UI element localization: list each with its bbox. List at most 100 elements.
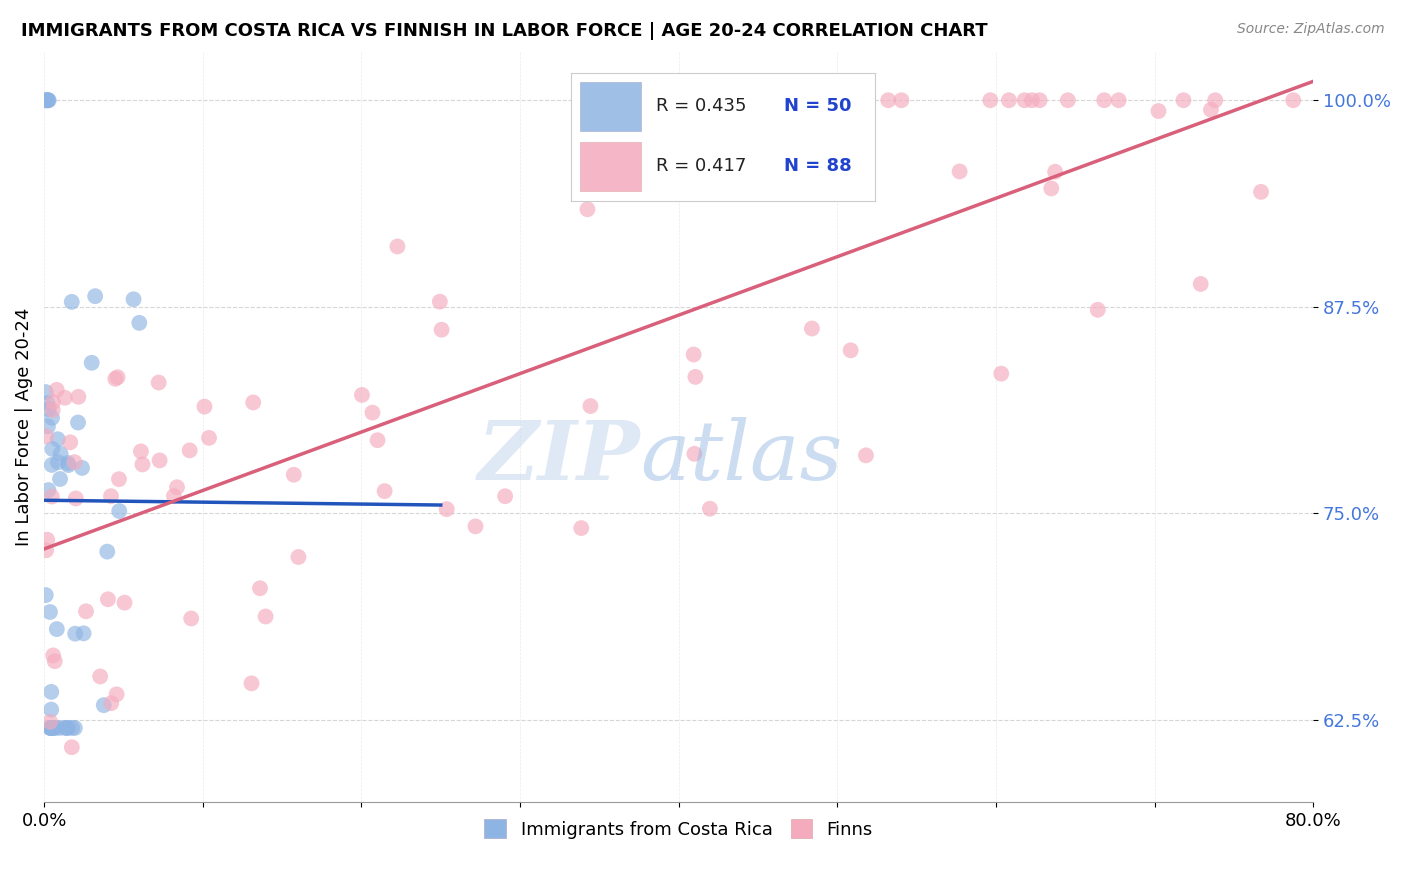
Point (45, 622, 67, 636)
Point (42, 403, 65, 417)
Point (66, 416, 89, 430)
Point (367, 433, 389, 447)
Point (436, 502, 458, 516)
Point (1087, 302, 1109, 317)
Point (37, 419, 59, 434)
Point (37, 93, 59, 107)
Point (35, 93, 58, 107)
Point (579, 399, 602, 413)
Point (193, 400, 215, 414)
Point (42, 721, 65, 735)
Point (1028, 93, 1050, 107)
Point (198, 431, 221, 445)
Point (38, 93, 60, 107)
Point (108, 504, 131, 518)
Y-axis label: In Labor Force | Age 20-24: In Labor Force | Age 20-24 (15, 307, 32, 546)
Point (1204, 93, 1226, 107)
Point (100, 696, 122, 710)
Point (129, 444, 152, 458)
Point (166, 480, 188, 494)
Point (80, 356, 103, 370)
Point (374, 484, 396, 499)
Point (800, 321, 823, 335)
Point (1108, 93, 1130, 107)
Point (59, 435, 82, 450)
Point (89, 669, 111, 683)
Point (35, 93, 58, 107)
Point (1056, 93, 1078, 107)
Legend: Immigrants from Costa Rica, Finns: Immigrants from Costa Rica, Finns (477, 812, 880, 846)
Point (131, 458, 153, 472)
Point (38, 402, 60, 417)
Point (37, 533, 59, 547)
Point (55, 721, 77, 735)
Point (72, 626, 94, 640)
Point (683, 447, 706, 461)
Point (877, 93, 900, 107)
Point (114, 596, 136, 610)
Point (839, 343, 862, 358)
Point (249, 581, 271, 595)
Point (44, 654, 66, 668)
Point (41, 442, 63, 456)
Point (35, 588, 58, 602)
Point (39, 721, 62, 735)
Text: IMMIGRANTS FROM COSTA RICA VS FINNISH IN LABOR FORCE | AGE 20-24 CORRELATION CHA: IMMIGRANTS FROM COSTA RICA VS FINNISH IN… (21, 22, 987, 40)
Point (1189, 277, 1212, 291)
Point (782, 103, 804, 117)
Point (283, 467, 305, 482)
Point (49, 472, 72, 486)
Point (63, 626, 86, 640)
Point (180, 611, 202, 625)
Point (39, 721, 62, 735)
Point (128, 316, 150, 330)
Point (100, 489, 122, 503)
Point (685, 370, 707, 384)
Point (1092, 93, 1115, 107)
Point (350, 388, 373, 402)
Point (56, 721, 79, 735)
Point (35, 385, 58, 400)
Point (104, 372, 127, 386)
Point (42, 648, 65, 663)
Point (41, 458, 63, 472)
Point (97, 592, 120, 607)
Point (949, 164, 972, 178)
Point (60, 294, 83, 309)
Point (49, 447, 72, 461)
Point (149, 453, 172, 467)
Point (163, 489, 186, 503)
Point (361, 406, 384, 420)
Text: atlas: atlas (641, 417, 844, 497)
Point (1147, 104, 1170, 119)
Point (287, 549, 309, 564)
Point (84, 289, 107, 303)
Point (60, 721, 83, 735)
Point (1199, 103, 1222, 117)
Point (55, 721, 77, 735)
Point (105, 687, 128, 701)
Point (35, 429, 58, 443)
Point (148, 376, 170, 390)
Point (494, 489, 516, 503)
Point (42, 721, 65, 735)
Point (839, 122, 862, 136)
Point (645, 158, 668, 172)
Point (1040, 181, 1063, 195)
Point (46, 432, 69, 446)
Point (122, 292, 145, 306)
Point (63, 721, 86, 735)
Point (990, 367, 1012, 381)
Point (39, 721, 62, 735)
Point (96, 544, 118, 558)
Point (45, 383, 67, 397)
Point (699, 501, 721, 516)
Point (1282, 93, 1305, 107)
Point (37, 396, 59, 410)
Point (60, 740, 83, 755)
Point (1250, 185, 1272, 199)
Point (576, 202, 599, 217)
Point (890, 93, 912, 107)
Point (39, 685, 62, 699)
Point (1014, 93, 1036, 107)
